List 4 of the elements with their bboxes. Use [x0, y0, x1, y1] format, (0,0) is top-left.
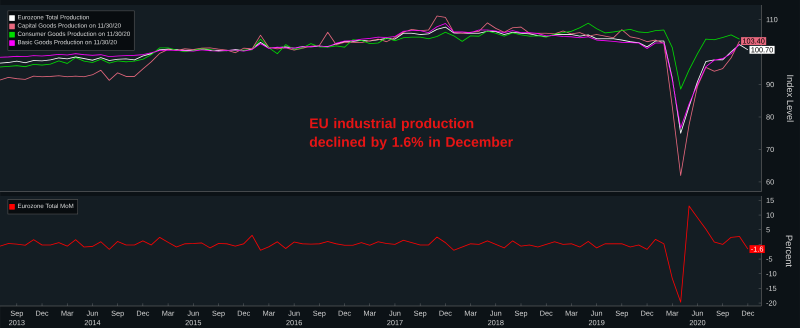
y-axis-title: Percent [786, 236, 792, 268]
line-series [0, 22, 740, 90]
annotation: EU industrial production declined by 1.6% in December [310, 118, 513, 150]
y-axis-title: Index Level [786, 75, 794, 122]
